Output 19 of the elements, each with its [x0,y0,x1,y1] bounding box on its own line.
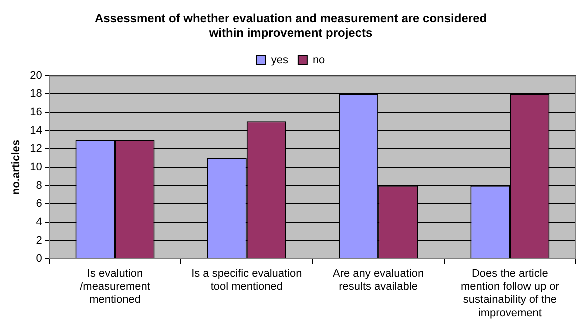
y-tick-label: 12 [30,143,42,156]
y-tick-label: 8 [36,180,42,192]
x-tick-label: Does the article mention follow up or sustainability of the improvement [460,268,560,320]
legend-label: yes [271,54,289,66]
y-tick-label: 10 [30,162,42,174]
legend-label: no [312,54,326,66]
x-tick-label: Are any evaluation results available [332,268,424,294]
y-tick-label: 16 [30,106,42,119]
y-axis-title: no.articles [10,140,23,196]
y-tick-label: 6 [36,198,42,210]
x-tick-label: Is a specific evaluation tool mentioned [192,268,302,294]
y-tick-label: 4 [36,216,42,229]
chart-title: Assessment of whether evaluation and measurement are considered within improvement projects [94,12,488,40]
y-tick-label: 0 [36,253,42,266]
y-tick-label: 20 [30,70,42,82]
y-tick-label: 18 [30,88,42,100]
y-tick-label: 14 [30,124,42,137]
y-tick-label: 2 [36,234,42,247]
x-tick-label: Is evalution /measurement mentioned [80,268,150,306]
